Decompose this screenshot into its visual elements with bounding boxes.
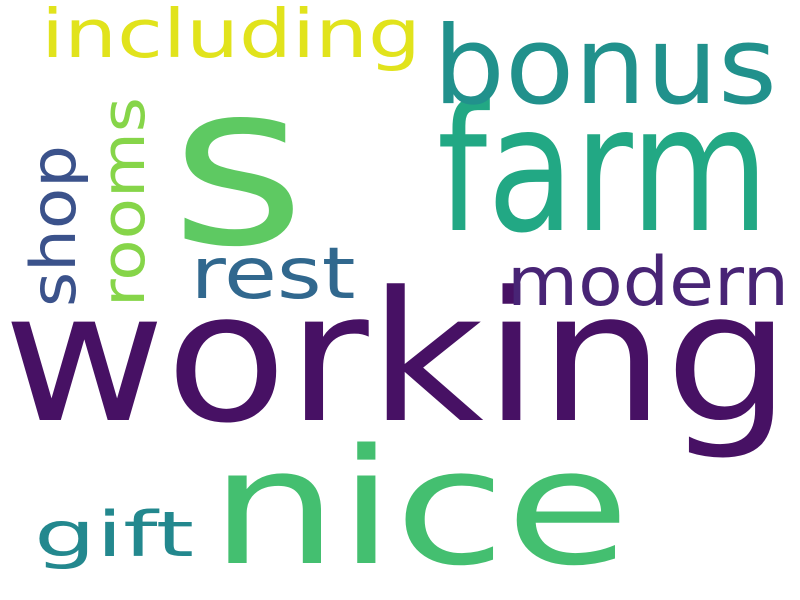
word-nice: nice bbox=[210, 414, 630, 600]
word-gift: gift bbox=[34, 498, 194, 571]
word-farm: farm bbox=[437, 69, 769, 272]
word-s: s bbox=[171, 35, 306, 297]
word-shop: shop bbox=[17, 145, 90, 307]
word-bonus: bonus bbox=[433, 4, 777, 129]
word-rest: rest bbox=[191, 232, 356, 315]
word-working: working bbox=[3, 254, 791, 463]
word-rooms: rooms bbox=[89, 97, 159, 307]
word-including: including bbox=[41, 0, 421, 73]
word-modern: modern bbox=[507, 243, 789, 322]
